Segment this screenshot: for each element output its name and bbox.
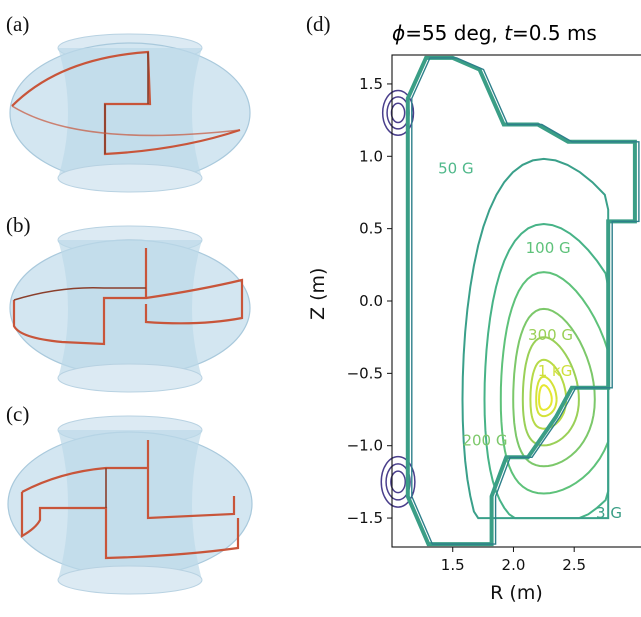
- contour-coil-top-1: [390, 102, 406, 124]
- title-t: t: [504, 21, 513, 45]
- y-tick-label: −1.5: [347, 509, 383, 527]
- coil-b: [12, 248, 244, 346]
- contour-line-7: [483, 222, 610, 520]
- contour-label-6: 3 G: [596, 504, 622, 522]
- contour-label-1: 50 G: [438, 160, 473, 178]
- torus-coil-diagram-a: [9, 33, 251, 193]
- vessel-wall-outline: [405, 55, 637, 547]
- contour-label-2: 100 G: [526, 239, 571, 257]
- contour-line-1: [537, 384, 553, 411]
- panel-label-c: (c): [6, 402, 30, 426]
- vessel-wall: [405, 55, 640, 547]
- x-tick-label: 1.5: [441, 556, 465, 574]
- title-time: =0.5 ms: [512, 21, 597, 45]
- panel-label-d: (d): [306, 12, 331, 36]
- y-axis-label: Z (m): [307, 268, 329, 320]
- contour-line-4: [521, 336, 580, 447]
- y-tick-label: 1.5: [359, 75, 383, 93]
- y-tick-label: 0.5: [359, 220, 383, 238]
- title-angle: =55 deg,: [405, 21, 504, 45]
- x-tick-label: 2.5: [562, 556, 586, 574]
- plot-title-text: ϕ=55 deg, t=0.5 ms: [392, 21, 597, 45]
- y-tick-label: −0.5: [347, 364, 383, 382]
- contour-line-8: [461, 157, 610, 520]
- y-tick-label: 1.0: [359, 147, 383, 165]
- contour-label-5: 200 G: [462, 432, 507, 450]
- coil-a: [11, 50, 241, 156]
- title-phi: ϕ: [392, 21, 405, 45]
- contour-coil-left-1: [390, 470, 407, 494]
- contour-line-6: [499, 271, 610, 495]
- coil-c-lower: [20, 492, 240, 560]
- panel-label-a: (a): [6, 12, 30, 36]
- contour-coil-left-3: [380, 455, 416, 508]
- plot-title: ϕ=55 deg, t=0.5 ms: [392, 21, 597, 45]
- contour-line-5: [512, 307, 596, 468]
- x-axis-label: R (m): [490, 582, 543, 604]
- x-tick-label: 2.0: [502, 556, 526, 574]
- torus-coil-diagram-b: [9, 225, 251, 393]
- contour-line-2: [535, 375, 558, 418]
- y-tick-label: 0.0: [359, 292, 383, 310]
- contour-coil-left-2: [385, 463, 411, 501]
- torus-c: [7, 415, 253, 595]
- contour-labels: 50 G 100 G 300 G 1 kG 200 G 3 G: [438, 160, 622, 522]
- contour-label-4: 1 kG: [538, 362, 573, 380]
- contour-coil-top-3: [381, 89, 415, 137]
- y-tick-label: −1.0: [347, 437, 383, 455]
- panel-label-b: (b): [6, 213, 31, 237]
- torus-a: [9, 33, 251, 193]
- torus-b: [9, 225, 251, 393]
- plot-frame: [391, 54, 641, 548]
- contour-lines: [380, 89, 610, 520]
- axes: 1.5 2.0 2.5 1.5 1.0 0.5 0.0 −0.5 −1.0 −1.5 R (m) Z …: [307, 54, 641, 604]
- contour-coil-top-2: [386, 96, 410, 130]
- contour-plot: ϕ=55 deg, t=0.5 ms 50 G 100 G 300 G 1 kG 200…: [307, 21, 641, 604]
- vessel-wall-inner: [411, 57, 640, 545]
- contour-label-3: 300 G: [528, 326, 573, 344]
- torus-coil-diagram-c: [7, 415, 253, 595]
